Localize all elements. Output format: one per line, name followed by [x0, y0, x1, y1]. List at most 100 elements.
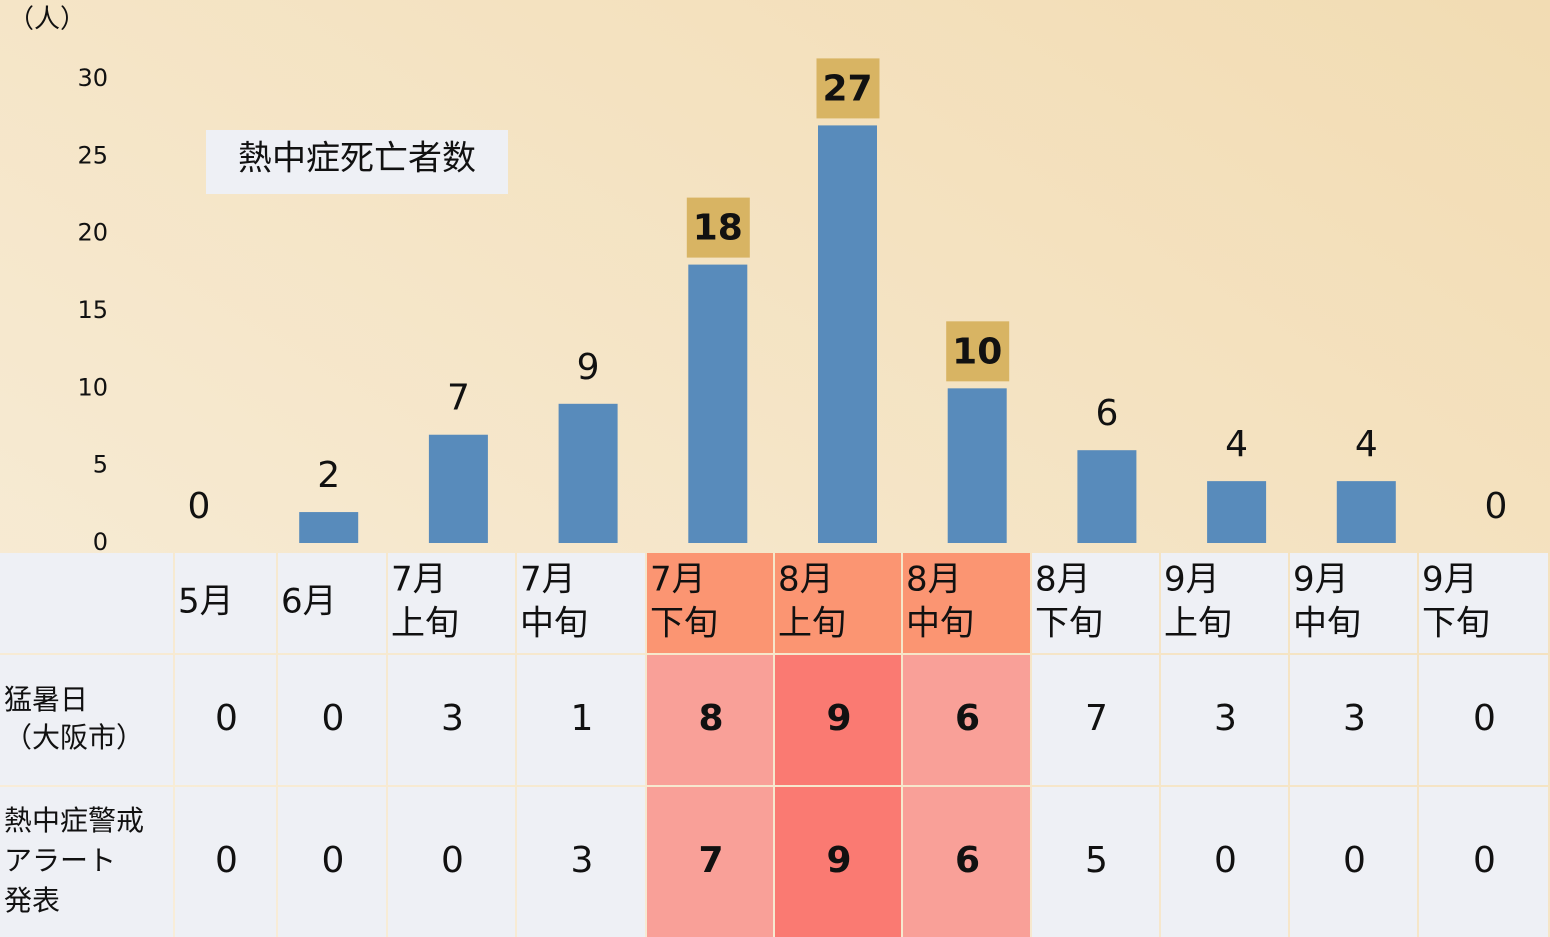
cell-text: 8月	[906, 560, 962, 600]
table-cell	[647, 787, 773, 937]
table-cell	[647, 553, 773, 653]
cell-text: 8月	[778, 560, 834, 600]
cell-text: 中旬	[1293, 604, 1361, 644]
table-cell	[1419, 787, 1548, 937]
value-label-box	[816, 58, 880, 119]
cell-text: 熱中症警戒	[4, 804, 144, 837]
table-cell	[775, 655, 901, 785]
cell-value: 3	[441, 698, 464, 739]
cell-text: 下旬	[650, 604, 718, 644]
table-cell	[1032, 553, 1159, 653]
cell-value: 5	[1085, 840, 1108, 881]
cell-value: 9	[826, 840, 851, 881]
y-tick-label: 0	[93, 528, 108, 556]
y-axis-label: （人）	[8, 5, 86, 35]
table-cell	[278, 655, 386, 785]
y-tick-label: 10	[77, 373, 108, 401]
cell-value: 0	[1343, 840, 1366, 881]
value-label: 6	[1095, 393, 1118, 434]
bar	[1077, 450, 1137, 543]
cell-value: 1	[571, 698, 594, 739]
bar	[818, 125, 877, 544]
table-cell	[388, 655, 515, 785]
table-cell	[175, 787, 276, 937]
table-cell	[1161, 553, 1288, 653]
cell-value: 7	[698, 840, 723, 881]
cell-value: 3	[571, 840, 594, 881]
cell-value: 3	[1343, 698, 1366, 739]
cell-text: 9月	[1164, 560, 1220, 600]
y-tick-label: 30	[77, 64, 108, 92]
table-cell	[1161, 655, 1288, 785]
table-cell	[1419, 553, 1548, 653]
cell-value: 0	[215, 840, 238, 881]
bar	[558, 403, 618, 543]
table-cell	[1161, 787, 1288, 937]
cell-text: 中旬	[520, 604, 588, 644]
cell-text: 6月	[281, 582, 337, 622]
cell-value: 0	[322, 840, 345, 881]
value-label: 7	[447, 378, 470, 419]
table-cell	[0, 787, 173, 937]
value-label: 0	[188, 486, 211, 527]
table-cell	[1032, 787, 1159, 937]
table-cell	[517, 553, 645, 653]
cell-value: 0	[441, 840, 464, 881]
table-cell	[903, 553, 1030, 653]
value-label: 9	[577, 347, 600, 388]
table-cell	[903, 787, 1030, 937]
cell-value: 0	[322, 698, 345, 739]
cell-text: 9月	[1422, 560, 1478, 600]
table-cell	[903, 655, 1030, 785]
table-cell	[1290, 553, 1417, 653]
cell-text: 5月	[178, 582, 234, 622]
table-cell	[647, 655, 773, 785]
bar	[688, 264, 748, 543]
table-cell	[278, 553, 386, 653]
cell-value: 7	[1085, 698, 1108, 739]
table-cell	[388, 553, 515, 653]
cell-text: 上旬	[391, 604, 459, 644]
bar	[299, 512, 359, 543]
table-cell	[775, 787, 901, 937]
y-tick-label: 20	[77, 219, 108, 247]
cell-value: 8	[698, 698, 723, 739]
cell-value: 6	[955, 840, 980, 881]
value-label: 4	[1355, 424, 1378, 465]
value-label: 4	[1225, 424, 1248, 465]
bar	[428, 434, 488, 543]
table-cell	[175, 655, 276, 785]
table-cell	[1290, 655, 1417, 785]
value-label: 18	[693, 208, 743, 249]
table-cell	[517, 787, 645, 937]
cell-value: 0	[1214, 840, 1237, 881]
cell-text: 猛暑日	[4, 683, 88, 716]
table-cell	[1290, 787, 1417, 937]
cell-value: 3	[1214, 698, 1237, 739]
cell-text: 9月	[1293, 560, 1349, 600]
value-label: 2	[317, 455, 340, 496]
table-cell	[517, 655, 645, 785]
cell-text: 8月	[1035, 560, 1091, 600]
value-label: 27	[822, 68, 872, 109]
annotation: 熱中症死亡者数	[238, 139, 476, 179]
y-tick-label: 25	[77, 141, 108, 169]
table-cell	[775, 553, 901, 653]
bar	[1336, 481, 1396, 543]
table-cell	[0, 655, 173, 785]
cell-value: 6	[955, 698, 980, 739]
cell-text: 中旬	[906, 604, 974, 644]
cell-value: 9	[826, 698, 851, 739]
cell-text: 7月	[520, 560, 576, 600]
bar	[1207, 481, 1267, 543]
value-label: 0	[1485, 486, 1508, 527]
cell-text: 発表	[4, 884, 60, 917]
cell-text: 7月	[650, 560, 706, 600]
cell-value: 0	[215, 698, 238, 739]
table-cell	[278, 787, 386, 937]
y-tick-label: 5	[93, 451, 108, 479]
y-tick-label: 15	[77, 296, 108, 324]
cell-text: 下旬	[1035, 604, 1103, 644]
cell-value: 0	[1473, 840, 1496, 881]
